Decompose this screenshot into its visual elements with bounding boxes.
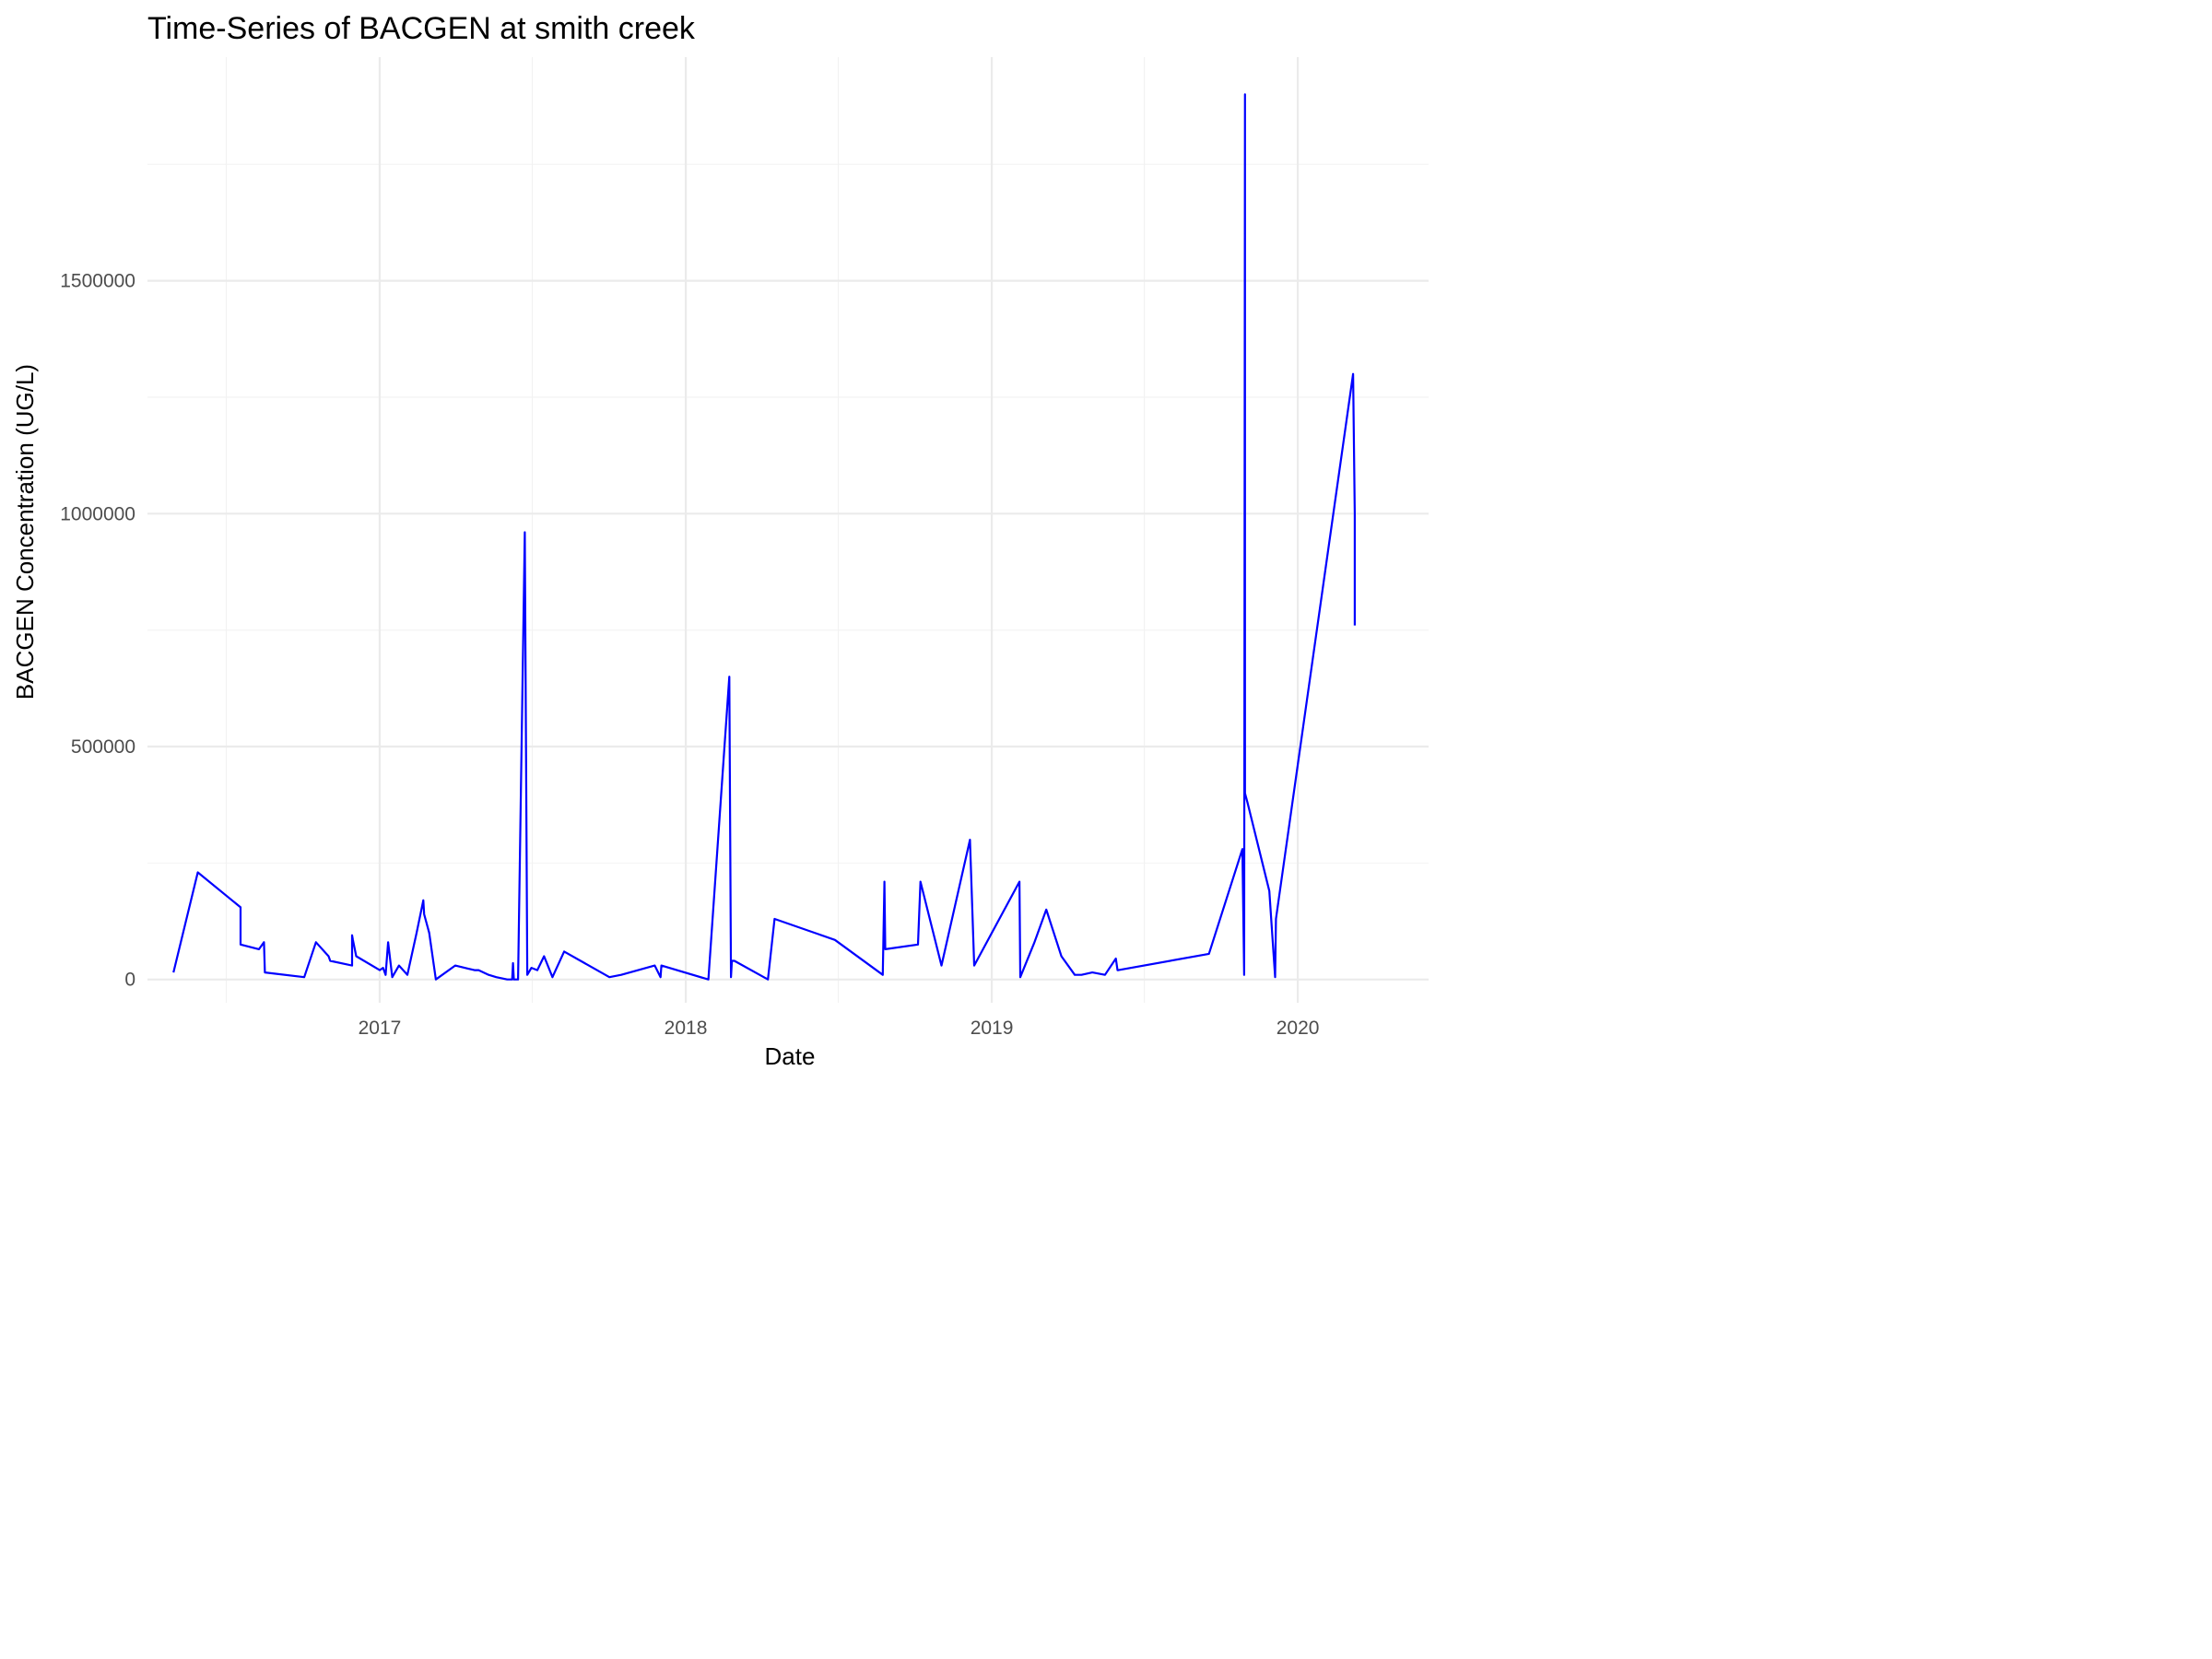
x-tick-label: 2017 [359,1018,402,1039]
x-tick-label: 2020 [1277,1018,1320,1039]
chart-svg: 2017 2018 2019 2020 0 500000 1000000 1500000 Ti… [11,11,1429,1070]
x-tick-label: 2019 [971,1018,1014,1039]
y-tick-label: 1000000 [60,503,135,524]
y-tick-label: 0 [124,970,135,991]
series-line [172,93,1357,981]
y-tick-label: 1500000 [60,271,135,292]
tick-labels: 2017 2018 2019 2020 0 500000 1000000 1500000 [60,271,1319,1039]
series-layer [172,93,1357,981]
x-axis-title: Date [765,1042,816,1070]
chart-title: Time-Series of BACGEN at smith creek [147,11,696,46]
y-axis-title: BACGEN Concentration (UG/L) [11,364,39,700]
y-tick-label: 500000 [71,736,135,758]
grid [147,57,1429,1003]
chart: 2017 2018 2019 2020 0 500000 1000000 1500000 Ti… [0,0,1445,1084]
x-tick-label: 2018 [665,1018,708,1039]
